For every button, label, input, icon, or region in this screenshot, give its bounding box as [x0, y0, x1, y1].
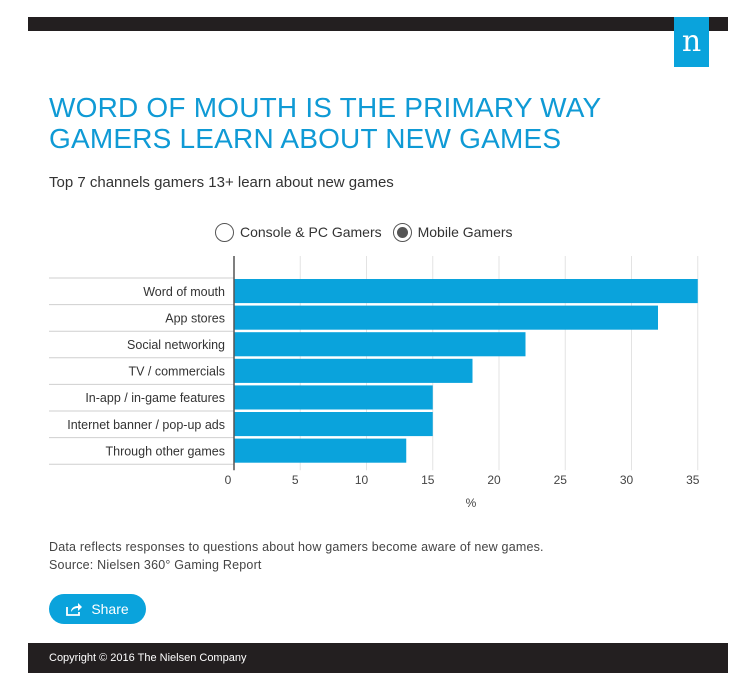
category-label-app-stores: App stores — [165, 311, 225, 325]
chart-title: WORD OF MOUTH IS THE PRIMARY WAY GAMERS … — [49, 92, 601, 154]
footnote-data-note: Data reflects responses to questions abo… — [49, 540, 544, 554]
x-tick-label-20: 20 — [487, 473, 501, 487]
option-mobile-gamers[interactable]: Mobile Gamers — [392, 222, 513, 242]
category-label-in-app-in-game-features: In-app / in-game features — [85, 391, 225, 405]
chart-subtitle: Top 7 channels gamers 13+ learn about ne… — [49, 174, 394, 191]
copyright-text: Copyright © 2016 The Nielsen Company — [49, 652, 247, 664]
bar-in-app-in-game-features — [234, 385, 433, 410]
gamer-type-selector: Console & PC Gamers Mobile Gamers — [215, 221, 524, 243]
category-label-social-networking: Social networking — [127, 338, 225, 352]
footer: Copyright © 2016 The Nielsen Company — [28, 643, 728, 673]
radio-console-pc-gamers[interactable] — [215, 222, 234, 242]
x-tick-label-35: 35 — [686, 473, 700, 487]
nielsen-logo: n — [674, 17, 709, 67]
bar-word-of-mouth — [234, 279, 698, 304]
share-icon — [66, 603, 83, 616]
bar-through-other-games — [234, 438, 407, 463]
footnote-source: Source: Nielsen 360° Gaming Report — [49, 558, 262, 572]
bar-internet-banner-pop-up-ads — [234, 412, 433, 437]
option-label-mobile-gamers: Mobile Gamers — [417, 224, 513, 240]
share-label: Share — [91, 601, 129, 617]
share-button[interactable]: Share — [49, 594, 146, 624]
category-label-tv-commercials: TV / commercials — [128, 365, 225, 379]
radio-mobile-gamers[interactable] — [392, 222, 412, 242]
x-tick-label-5: 5 — [292, 473, 299, 487]
x-tick-label-15: 15 — [421, 473, 435, 487]
x-tick-label-0: 0 — [225, 473, 232, 487]
x-tick-label-10: 10 — [355, 473, 369, 487]
category-label-internet-banner-pop-up-ads: Internet banner / pop-up ads — [67, 418, 225, 432]
option-label-console-pc-gamers: Console & PC Gamers — [240, 224, 382, 240]
x-axis-label: % — [466, 496, 477, 510]
option-console-pc-gamers[interactable]: Console & PC Gamers — [215, 222, 382, 242]
category-label-word-of-mouth: Word of mouth — [143, 285, 225, 299]
bar-tv-commercials — [234, 358, 473, 383]
bar-chart: Word of mouth App stores Social networking… — [49, 256, 700, 510]
x-tick-label-25: 25 — [554, 473, 568, 487]
top-bar — [28, 17, 728, 31]
bar-social-networking — [234, 332, 526, 357]
footnote: Data reflects responses to questions abo… — [49, 538, 544, 574]
category-label-through-other-games: Through other games — [105, 444, 225, 458]
bar-app-stores — [234, 305, 658, 330]
x-tick-label-30: 30 — [620, 473, 634, 487]
